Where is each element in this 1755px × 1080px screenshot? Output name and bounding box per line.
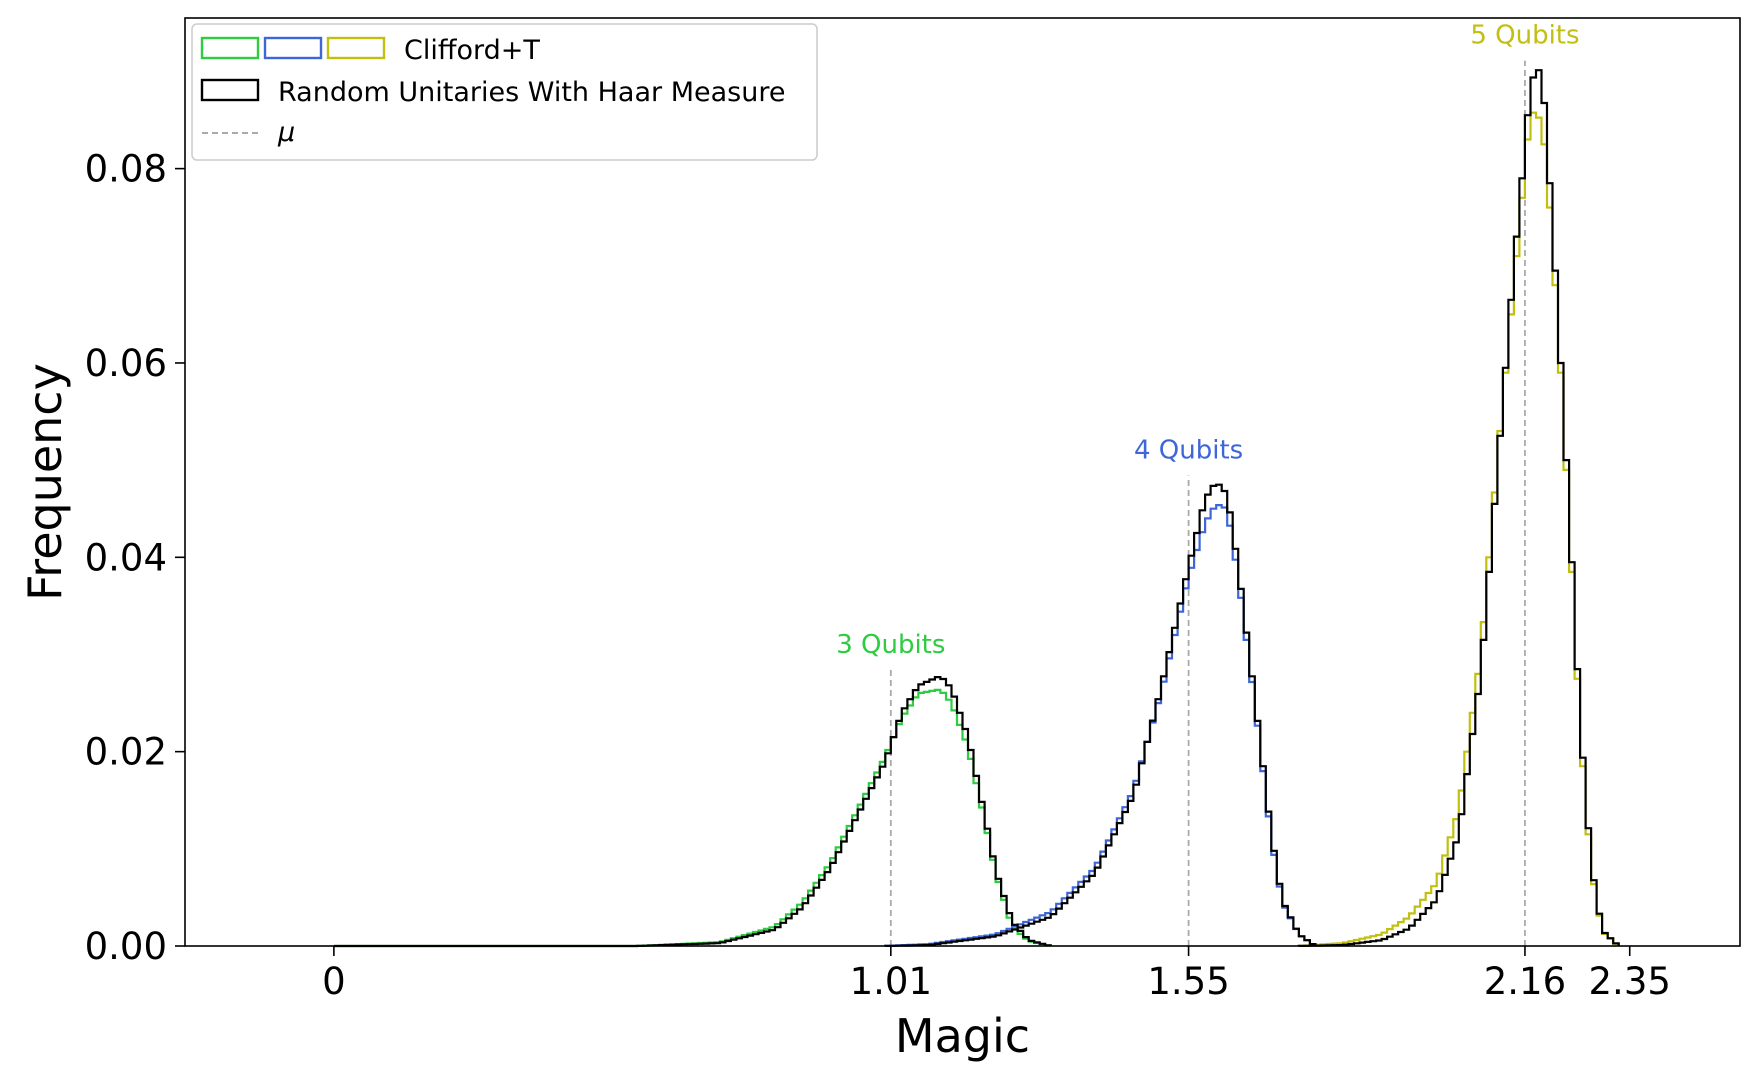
legend-swatch-clifford-t: [326, 36, 386, 60]
y-tick-label: 0.02: [85, 731, 167, 774]
haar-histogram-4-qubits: [884, 483, 1317, 947]
y-tick-label: 0.00: [85, 925, 167, 968]
legend-swatch-clifford-t: [200, 36, 260, 60]
x-axis-ticks: 0 1.01 1.55 2.16 2.35: [322, 946, 1671, 1003]
haar-histogram-5-qubits: [1297, 69, 1620, 947]
x-tick-label: 2.35: [1589, 960, 1671, 1003]
y-tick-label: 0.08: [85, 148, 167, 191]
x-tick-label: 1.55: [1147, 960, 1229, 1003]
plot-frame: [184, 17, 1741, 947]
y-axis-ticks: 0.00 0.02 0.04 0.06 0.08: [85, 148, 185, 968]
x-axis-title: Magic: [895, 1009, 1030, 1063]
peak-label-5-qubits: 5 Qubits: [1470, 21, 1579, 51]
x-tick-label: 2.16: [1484, 960, 1566, 1003]
x-tick-label: 0: [322, 960, 346, 1003]
peak-label-3-qubits: 3 Qubits: [836, 630, 945, 660]
peak-label-4-qubits: 4 Qubits: [1134, 436, 1243, 466]
x-tick-label: 1.01: [850, 960, 932, 1003]
legend-label-haar: Random Unitaries With Haar Measure: [278, 77, 785, 108]
clifford-t-histogram-5-qubits: [1297, 111, 1620, 947]
legend-label-clifford-t: Clifford+T: [404, 35, 540, 66]
legend-swatches: [200, 36, 386, 134]
legend-swatch-haar: [200, 78, 260, 102]
legend-label-mean: μ: [277, 117, 295, 148]
y-tick-label: 0.04: [85, 536, 167, 579]
y-tick-label: 0.06: [85, 342, 167, 385]
y-axis-title: Frequency: [18, 363, 72, 601]
legend: Clifford+T Random Unitaries With Haar Me…: [191, 23, 818, 161]
legend-swatch-clifford-t: [263, 36, 323, 60]
mean-lines: [889, 60, 1526, 946]
peak-labels: 3 Qubits 4 Qubits 5 Qubits: [836, 21, 1579, 660]
